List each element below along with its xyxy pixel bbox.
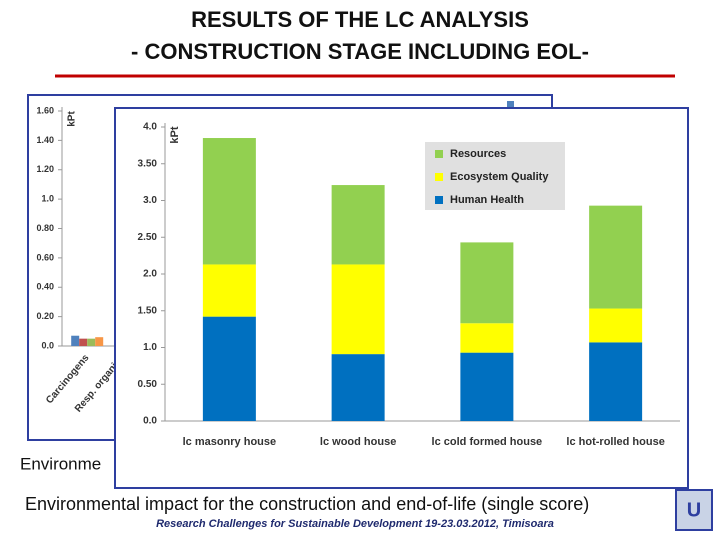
footer: Research Challenges for Sustainable Deve… [156,518,554,530]
legend-swatch [435,150,443,158]
main-chart: 0.0 0.50 1.0 1.50 2.0 2.50 3.0 3.50 4.0 kPt lc mas… [114,107,689,489]
x-tick-label: lc wood house [320,436,396,448]
y-axis-label: kPt [67,111,78,127]
y-axis-label: kPt [169,126,181,143]
y-tick-label: 1.0 [143,342,157,353]
bar [87,338,96,346]
legend-label: Human Health [450,194,524,206]
legend-box [425,142,565,210]
y-tick-label: 0.50 [138,379,158,390]
bar-segment [589,342,643,421]
bar-segment [202,138,256,265]
y-tick-label: 2.50 [138,232,158,243]
bar-segment [460,352,514,421]
bar-segment [460,323,514,353]
y-tick-label: 0.20 [36,311,54,321]
slide-title: RESULTS OF THE LC ANALYSIS [191,7,529,32]
bar-segment [331,264,385,355]
y-tick-label: 0.0 [41,340,54,350]
legend-swatch [435,173,443,181]
bar-segment [202,316,256,421]
logo [675,489,713,531]
x-tick-label: lc cold formed house [432,436,543,448]
y-tick-label: 4.0 [143,122,157,133]
y-tick-label: 1.20 [36,164,54,174]
caption: Environmental impact for the constructio… [25,494,589,514]
y-tick-label: 1.60 [36,105,54,115]
bar [71,335,80,346]
x-tick-label: lc masonry house [183,436,277,448]
caption: Environme [20,454,101,473]
logo-mark: U [687,499,701,521]
bar-segment [331,354,385,421]
y-tick-label: 2.0 [143,269,157,280]
y-tick-label: 1.0 [41,194,54,204]
bar-segment [202,264,256,317]
y-tick-label: 0.80 [36,223,54,233]
y-tick-label: 3.0 [143,195,157,206]
legend-swatch [507,101,514,111]
y-tick-label: 0.60 [36,252,54,262]
bar-segment [589,308,643,343]
x-tick-label: lc hot-rolled house [566,436,664,448]
y-tick-label: 1.40 [36,135,54,145]
legend-label: Ecosystem Quality [450,171,549,183]
legend-label: Resources [450,148,506,160]
y-tick-label: 0.40 [36,282,54,292]
y-tick-label: 1.50 [138,305,158,316]
bar [79,338,88,346]
slide-title: - CONSTRUCTION STAGE INCLUDING EOL- [131,39,589,64]
bar-segment [331,185,385,265]
bar-segment [460,242,514,324]
bar [95,337,104,346]
y-tick-label: 3.50 [138,158,158,169]
y-tick-label: 0.0 [143,416,157,427]
legend-swatch [435,196,443,204]
bar-segment [589,205,643,309]
